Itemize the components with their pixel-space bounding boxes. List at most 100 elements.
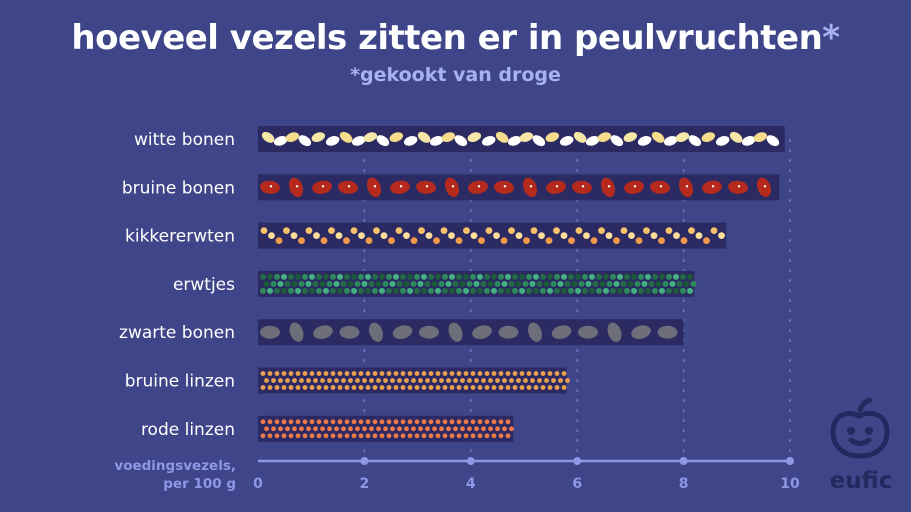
lentil [526,385,532,390]
bar-pattern [260,419,514,439]
lentil [344,433,350,439]
chickpea [388,237,395,245]
chickpea [658,237,665,245]
lentil [561,385,567,390]
lentil [414,385,420,390]
pea [312,280,319,287]
lentil [467,378,472,383]
chickpea [425,232,433,240]
bean [444,177,460,197]
pea [449,273,455,280]
bar-group: bruine bonen [122,174,780,201]
lentil [421,385,427,390]
lentil [477,371,483,376]
lentil [386,433,392,439]
lentil [470,385,476,390]
lentil [481,426,486,432]
bean [650,180,670,194]
bean [546,180,566,194]
x-tick-label: 0 [253,476,263,492]
pea [645,287,651,294]
bar-pattern [260,322,678,342]
lentil [299,426,304,432]
bean [532,135,546,147]
lentil [260,385,266,390]
pea [309,287,315,294]
pea [491,287,497,294]
lentil [561,371,567,376]
lentil [288,433,294,439]
lentil [470,419,476,425]
lentil [495,426,500,432]
lentil [358,385,364,390]
pea [281,287,287,294]
pea [288,287,294,294]
lentil [449,385,455,390]
lentil [393,433,399,439]
lentil [428,371,434,376]
chickpea [643,227,650,235]
bean-eye [347,185,351,188]
lentil [292,378,297,383]
pea [680,273,686,280]
bean-eye [477,185,481,188]
chickpea [590,237,598,245]
pea [424,280,431,287]
pea [421,273,427,280]
lentil [404,378,409,383]
pea [456,273,462,280]
pea [358,287,364,294]
chickpea [695,232,703,240]
lentil [260,371,266,376]
bean [507,136,522,146]
bean [441,132,456,142]
pea [316,287,322,294]
pea [561,287,567,294]
bean [390,180,410,194]
chickpea [343,237,350,245]
pea [291,280,298,287]
bean [403,136,418,146]
lentil [484,385,490,390]
chickpea [395,227,403,235]
lentil [309,419,315,425]
pea [585,280,592,287]
lentil [327,426,332,432]
lentil [386,371,392,376]
bar-pattern [260,371,570,390]
bean [495,131,509,143]
x-tick-dot [679,457,688,465]
bean [260,180,280,194]
pea [466,280,473,287]
pea [568,273,574,280]
x-tick-label: 4 [466,476,476,492]
pea [526,287,532,294]
bean-eye [659,185,663,188]
lentil [502,426,507,432]
bean [756,177,772,197]
eufic-logo-text: eufic [830,468,893,494]
lentil [463,433,469,439]
lentil [519,385,525,390]
lentil [558,378,563,383]
lentil [435,419,441,425]
lentil [526,371,532,376]
pea [484,273,490,280]
chickpea [635,237,643,245]
pea [547,287,553,294]
lentil [302,419,308,425]
bean [753,132,768,142]
lentil [463,419,469,425]
lentil [362,426,367,432]
pea [393,273,399,280]
pea [498,287,504,294]
lentil [260,419,266,425]
pea [526,273,532,280]
pea [519,287,525,294]
pea [543,280,550,287]
lentil [341,426,346,432]
pea [375,280,382,287]
lentil [379,419,385,425]
chickpea [320,237,328,245]
pea [319,280,326,287]
